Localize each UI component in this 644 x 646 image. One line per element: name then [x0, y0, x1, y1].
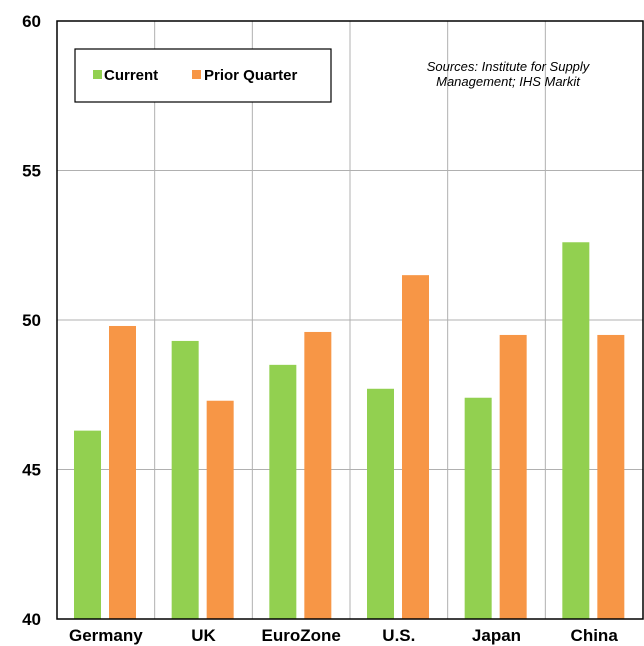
x-axis-tick-labels: Germany UK EuroZone U.S. Japan China [69, 626, 618, 645]
x-tick-label: EuroZone [261, 626, 340, 645]
legend: Current Prior Quarter [74, 48, 332, 103]
bar-current-germany [74, 430, 101, 619]
grid-lines [57, 20, 643, 620]
legend-swatch-current [93, 70, 102, 79]
bars [74, 242, 625, 619]
y-axis-tick-labels: 40 45 50 55 60 [22, 12, 41, 629]
bar-current-eurozone [269, 364, 297, 619]
bar-prior-quarter-japan [499, 334, 527, 619]
bar-current-us [367, 388, 394, 619]
x-tick-label: Germany [69, 626, 143, 645]
legend-label-current: Current [104, 67, 158, 84]
y-tick-label: 60 [22, 12, 41, 31]
bar-prior-quarter-uk [206, 400, 234, 619]
bar-prior-quarter-eurozone [304, 331, 332, 619]
bar-prior-quarter-us [402, 275, 429, 619]
x-tick-label: UK [191, 626, 216, 645]
y-tick-label: 40 [22, 610, 41, 629]
legend-box [74, 48, 332, 103]
legend-label-prior-quarter: Prior Quarter [204, 67, 298, 84]
source-note-line-1: Sources: Institute for Supply [427, 59, 591, 74]
x-tick-label: Japan [472, 626, 521, 645]
plot-frame [56, 20, 644, 620]
bar-prior-quarter-germany [109, 325, 136, 619]
y-tick-label: 50 [22, 311, 41, 330]
y-tick-label: 55 [22, 162, 41, 181]
source-note-line-2: Management; IHS Markit [436, 74, 581, 89]
bar-prior-quarter-china [597, 334, 625, 619]
y-tick-label: 45 [22, 461, 41, 480]
legend-swatch-prior-quarter [192, 70, 201, 79]
bar-current-china [562, 242, 590, 619]
x-tick-label: China [571, 626, 619, 645]
bar-current-uk [171, 340, 199, 619]
bar-current-japan [464, 397, 492, 619]
x-tick-label: U.S. [382, 626, 415, 645]
